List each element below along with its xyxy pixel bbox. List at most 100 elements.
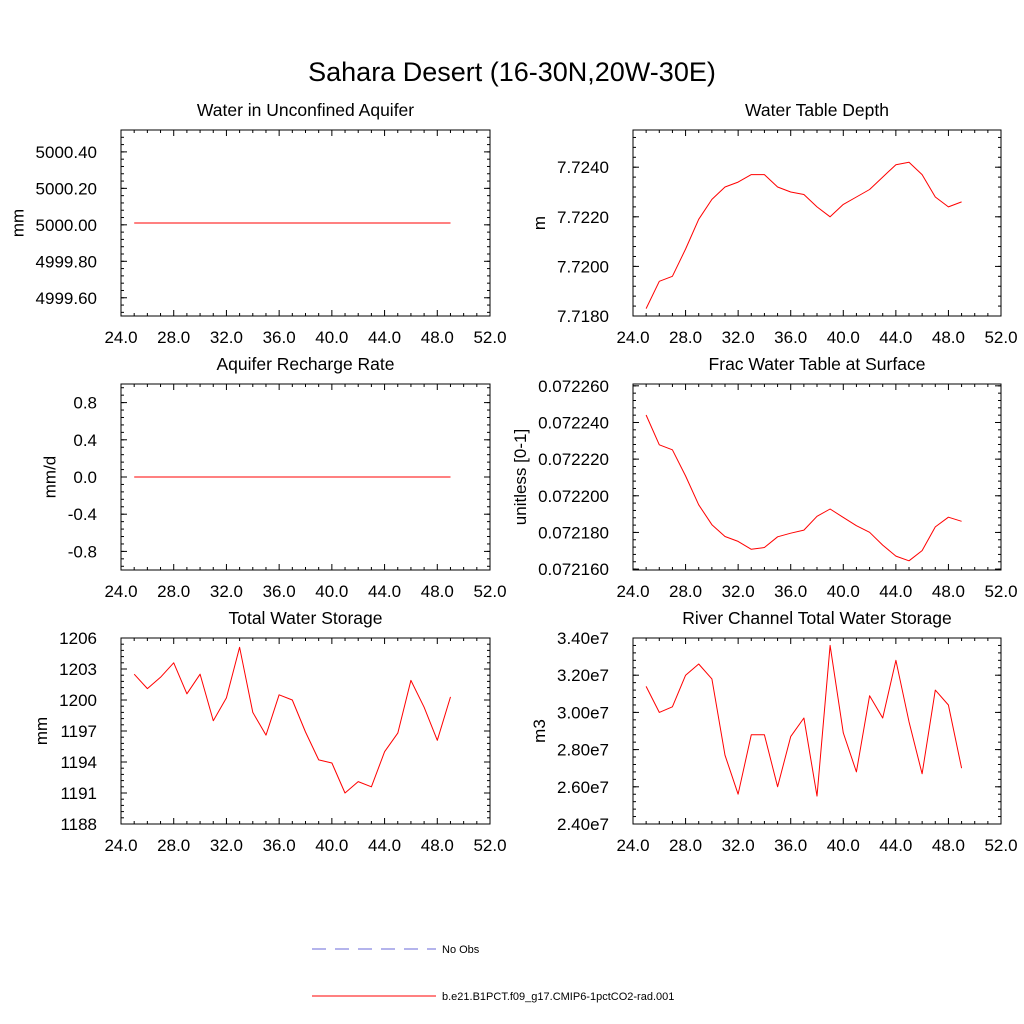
x-tick-label: 44.0 — [879, 328, 912, 347]
panel-title: Water in Unconfined Aquifer — [197, 100, 414, 120]
x-tick-label: 44.0 — [879, 582, 912, 601]
figure-title: Sahara Desert (16-30N,20W-30E) — [308, 57, 716, 87]
panel-6: 24.0 28.0 32.0 36.0 40.0 44.0 48.0 52.0 2.40e7 2.… — [530, 608, 1018, 855]
y-tick-label: -0.4 — [68, 505, 97, 524]
y-tick-label: 2.60e7 — [557, 778, 609, 797]
y-tick-label: 4999.80 — [36, 252, 97, 271]
x-tick-label: 36.0 — [263, 582, 296, 601]
x-tick-label: 40.0 — [315, 328, 348, 347]
y-tick-label: 7.7200 — [557, 257, 609, 276]
y-tick-label: 0.072240 — [538, 413, 609, 432]
y-axis-label: mm — [9, 209, 28, 237]
x-tick-label: 52.0 — [984, 582, 1017, 601]
panel-title: Total Water Storage — [228, 608, 382, 628]
x-tick-label: 52.0 — [473, 836, 506, 855]
x-tick-label: 44.0 — [368, 836, 401, 855]
y-axis-label: m3 — [530, 719, 549, 743]
x-tick-label: 48.0 — [932, 328, 965, 347]
panel-5: 24.0 28.0 32.0 36.0 40.0 44.0 48.0 52.0 1188 1191… — [32, 608, 506, 855]
y-tick-label: 1206 — [59, 629, 97, 648]
y-tick-label: 1194 — [60, 753, 97, 772]
x-tick-label: 44.0 — [879, 836, 912, 855]
y-tick-label: 2.40e7 — [557, 815, 609, 834]
x-tick-label: 32.0 — [722, 836, 755, 855]
x-tick-label: 48.0 — [421, 582, 454, 601]
x-tick-label: 44.0 — [368, 582, 401, 601]
x-tick-label: 52.0 — [473, 582, 506, 601]
x-tick-label: 28.0 — [669, 582, 702, 601]
x-tick-label: 36.0 — [263, 836, 296, 855]
y-tick-label: 2.80e7 — [557, 741, 609, 760]
x-tick-label: 32.0 — [210, 582, 243, 601]
y-tick-label: 0.072260 — [538, 377, 609, 396]
y-tick-label: -0.8 — [68, 542, 97, 561]
y-tick-label: 5000.40 — [36, 143, 97, 162]
legend-label-no-obs: No Obs — [442, 944, 480, 956]
x-tick-label: 28.0 — [157, 582, 190, 601]
x-tick-label: 28.0 — [669, 836, 702, 855]
panels: 24.0 28.0 32.0 36.0 40.0 44.0 48.0 52.0 4999.60 4… — [9, 100, 1018, 855]
y-tick-label: 0.4 — [73, 431, 97, 450]
panel-title: River Channel Total Water Storage — [682, 608, 951, 628]
x-tick-label: 52.0 — [984, 328, 1017, 347]
x-tick-label: 40.0 — [827, 836, 860, 855]
y-tick-label: 5000.20 — [36, 179, 97, 198]
y-tick-label: 1197 — [60, 722, 97, 741]
x-tick-label: 28.0 — [157, 836, 190, 855]
x-tick-label: 32.0 — [722, 582, 755, 601]
y-axis-label: mm/d — [41, 456, 60, 499]
x-tick-label: 28.0 — [157, 328, 190, 347]
x-tick-label: 40.0 — [827, 582, 860, 601]
y-tick-label: 5000.00 — [36, 216, 97, 235]
x-tick-label: 52.0 — [984, 836, 1017, 855]
x-tick-label: 44.0 — [368, 328, 401, 347]
y-tick-label: 7.7220 — [557, 208, 609, 227]
panel-title: Frac Water Table at Surface — [709, 354, 926, 374]
y-tick-label: 0.0 — [73, 468, 97, 487]
y-axis-label: m — [530, 216, 549, 230]
legend: No Obs b.e21.B1PCT.f09_g17.CMIP6-1pctCO2… — [312, 944, 674, 1003]
y-tick-label: 3.40e7 — [557, 629, 609, 648]
x-tick-label: 40.0 — [315, 836, 348, 855]
panel-title: Water Table Depth — [745, 100, 889, 120]
x-tick-label: 24.0 — [104, 836, 137, 855]
y-tick-label: 1203 — [59, 660, 97, 679]
y-tick-label: 7.7180 — [557, 307, 609, 326]
x-tick-label: 48.0 — [932, 836, 965, 855]
x-tick-label: 36.0 — [774, 582, 807, 601]
panel-4: 24.0 28.0 32.0 36.0 40.0 44.0 48.0 52.0 0.072160… — [511, 354, 1017, 601]
x-tick-label: 36.0 — [263, 328, 296, 347]
y-tick-label: 0.072220 — [538, 450, 609, 469]
y-tick-label: 3.00e7 — [557, 703, 609, 722]
x-tick-label: 32.0 — [722, 328, 755, 347]
x-tick-label: 36.0 — [774, 328, 807, 347]
y-tick-label: 7.7240 — [557, 158, 609, 177]
x-tick-label: 36.0 — [774, 836, 807, 855]
x-tick-label: 40.0 — [827, 328, 860, 347]
panel-3: 24.0 28.0 32.0 36.0 40.0 44.0 48.0 52.0 -0.8 -0.4… — [41, 354, 507, 601]
x-tick-label: 32.0 — [210, 328, 243, 347]
y-axis-label: unitless [0-1] — [511, 429, 530, 525]
panel-title: Aquifer Recharge Rate — [216, 354, 394, 374]
y-tick-label: 1200 — [59, 691, 97, 710]
y-tick-label: 1191 — [60, 784, 97, 803]
legend-label-model: b.e21.B1PCT.f09_g17.CMIP6-1pctCO2-rad.00… — [442, 991, 674, 1003]
x-tick-label: 24.0 — [104, 328, 137, 347]
y-axis-label: mm — [32, 717, 51, 745]
x-tick-label: 52.0 — [473, 328, 506, 347]
y-tick-label: 4999.60 — [36, 289, 97, 308]
y-tick-label: 1188 — [60, 815, 97, 834]
x-tick-label: 48.0 — [421, 836, 454, 855]
series-line — [645, 161, 962, 309]
y-tick-label: 0.8 — [73, 394, 97, 413]
panel-2: 24.0 28.0 32.0 36.0 40.0 44.0 48.0 52.0 7.7180 7.… — [530, 100, 1018, 347]
x-tick-label: 24.0 — [616, 582, 649, 601]
y-tick-label: 0.072200 — [538, 487, 609, 506]
y-tick-label: 0.072180 — [538, 523, 609, 542]
x-tick-label: 24.0 — [616, 328, 649, 347]
x-tick-label: 40.0 — [315, 582, 348, 601]
plot-frame — [632, 383, 1002, 571]
x-tick-label: 28.0 — [669, 328, 702, 347]
series-line — [645, 644, 963, 797]
